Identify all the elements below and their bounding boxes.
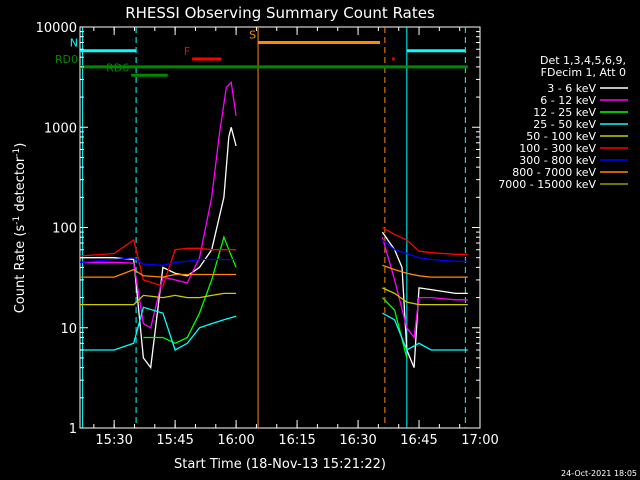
x-tick-label: 16:15 (278, 433, 315, 448)
legend-entry-label: 50 - 100 keV (526, 130, 596, 143)
series-line-2 (143, 235, 408, 359)
legend-entry-label: 300 - 800 keV (519, 154, 596, 167)
y-axis-label-mid: detector (13, 156, 28, 216)
legend-entry-label: 6 - 12 keV (540, 94, 596, 107)
series-line-6 (79, 239, 468, 266)
series-line-7 (80, 264, 468, 278)
flag-label: RD0 (55, 53, 78, 66)
y-tick-label: 100 (52, 222, 77, 237)
legend: Det 1,3,4,5,6,9,FDecim 1, Att 0 3 - 6 keV… (498, 54, 628, 191)
legend-entry-label: 12 - 25 keV (533, 106, 596, 119)
y-axis-label-sup1: -1 (12, 216, 22, 225)
y-tick-label: 10 (60, 322, 77, 337)
x-tick-label: 16:00 (217, 433, 254, 448)
series-line-3 (80, 306, 468, 351)
y-axis-label-sup2: -1 (12, 148, 22, 157)
x-axis-label: Start Time (18-Nov-13 15:21:22) (174, 457, 386, 472)
flag-label: S (249, 29, 256, 42)
x-tick-label: 16:45 (400, 433, 437, 448)
legend-entry-label: 25 - 50 keV (533, 118, 596, 131)
series-line-5 (79, 226, 468, 287)
flag-label: N (70, 37, 78, 50)
y-tick-label: 1 (69, 422, 77, 437)
x-tick-label: 15:30 (95, 433, 132, 448)
y-tick-label: 1000 (44, 121, 77, 136)
series-line-4 (80, 287, 468, 306)
y-axis-label: Count Rate (s-1 detector-1) (12, 143, 28, 314)
flag-label: F (184, 45, 190, 58)
x-axis: 15:30 15:45 16:00 16:15 16:30 16:45 17:00 (93, 27, 499, 448)
x-tick-label: 17:00 (461, 433, 498, 448)
series-layer (79, 27, 468, 428)
legend-header: FDecim 1, Att 0 (541, 66, 626, 79)
series-line-1 (80, 81, 468, 340)
footer-timestamp: 24-Oct-2021 18:05 (561, 469, 637, 478)
flag-label: RD6 (106, 61, 129, 74)
flags-layer: N S F RD0 RD6 (55, 29, 468, 77)
legend-entry-label: 3 - 6 keV (547, 82, 596, 95)
legend-entry-label: 800 - 7000 keV (512, 166, 596, 179)
x-tick-label: 16:30 (339, 433, 376, 448)
legend-header: Det 1,3,4,5,6,9, (540, 54, 626, 67)
chart-title: RHESSI Observing Summary Count Rates (125, 4, 435, 22)
y-axis-label-end: ) (13, 143, 28, 148)
legend-entry-label: 7000 - 15000 keV (498, 178, 596, 191)
y-axis: 1 10 100 1000 10000 (36, 21, 480, 437)
x-tick-label: 15:45 (156, 433, 193, 448)
y-tick-label: 10000 (36, 21, 77, 36)
legend-entry-label: 100 - 300 keV (519, 142, 596, 155)
y-axis-label-main: Count Rate (s (13, 225, 28, 314)
